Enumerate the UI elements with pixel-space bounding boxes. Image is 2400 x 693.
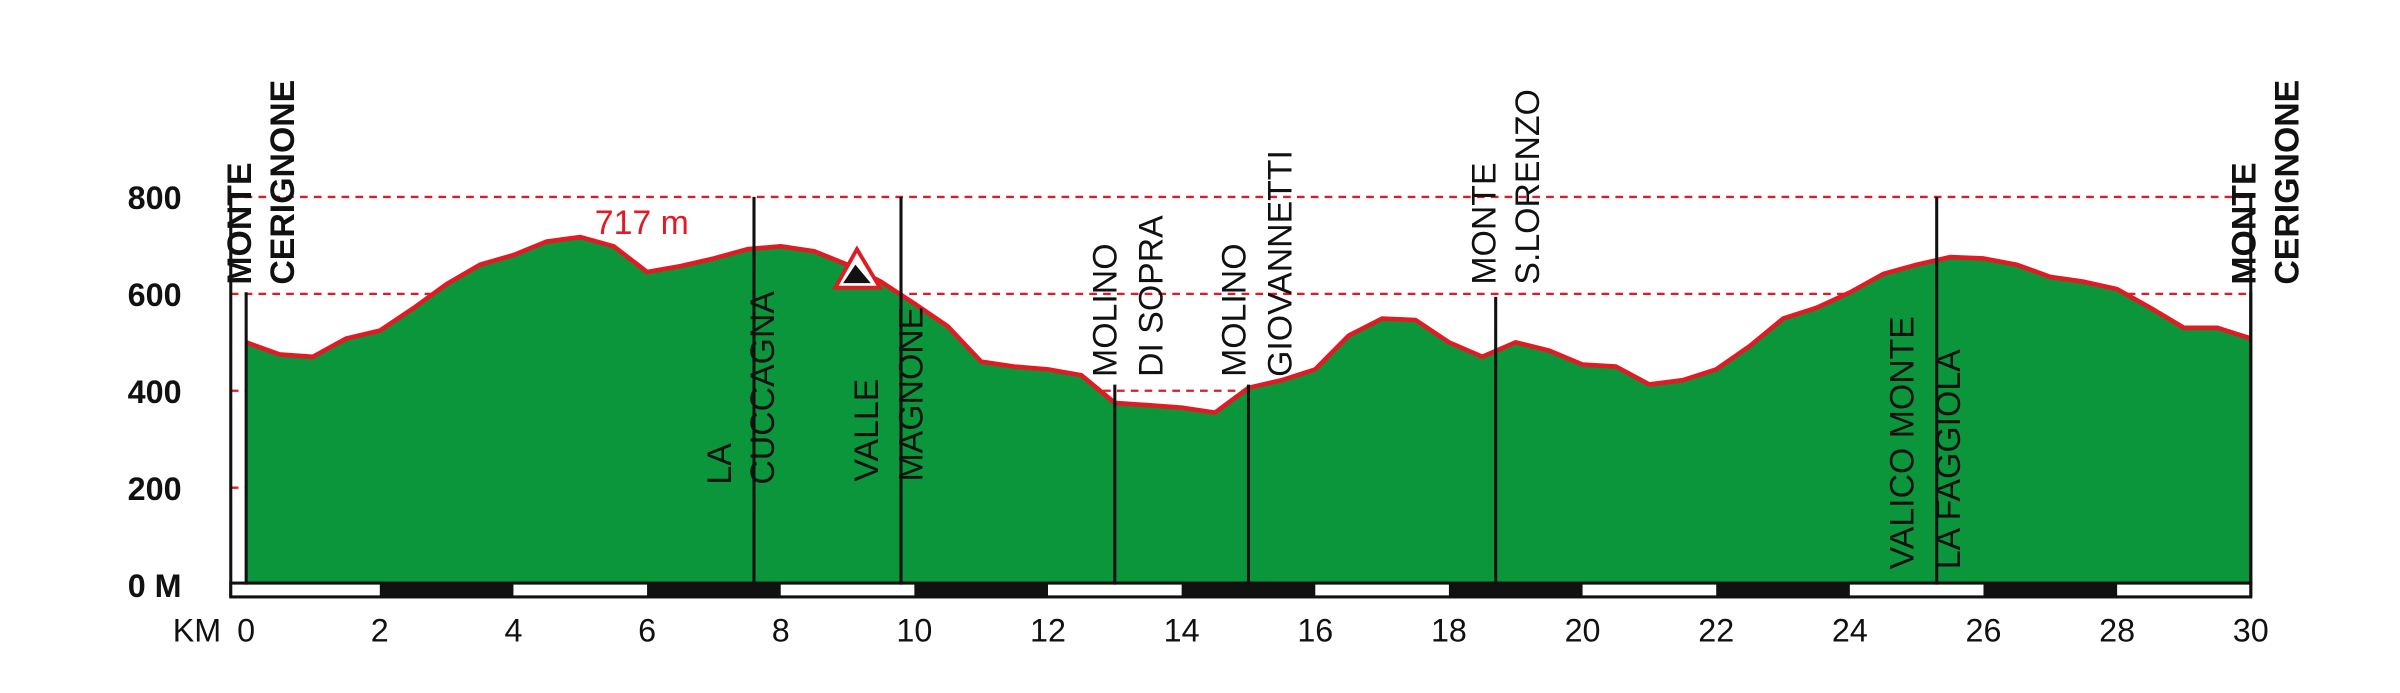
x-tick-label: 0 <box>237 613 255 649</box>
x-tick-label: 8 <box>772 613 790 649</box>
km-bar-segment <box>647 583 781 597</box>
x-tick-label: 2 <box>371 613 389 649</box>
x-tick-label: 14 <box>1164 613 1200 649</box>
summit-marker-inner <box>843 264 871 284</box>
waypoint-label: VALLE <box>848 379 886 482</box>
waypoint-label: MOLINO <box>1086 243 1124 376</box>
x-tick-label: 18 <box>1431 613 1467 649</box>
waypoint-label: LA FAGGIOLA <box>1930 349 1968 569</box>
waypoint-label: MONTE <box>2225 162 2263 284</box>
waypoint-label: MOLINO <box>1215 243 1253 376</box>
waypoint-label: VALICO MONTE <box>1884 316 1922 569</box>
x-tick-label: 30 <box>2233 613 2269 649</box>
waypoint-label: LA <box>701 443 739 485</box>
km-bar-segment <box>1716 583 1850 597</box>
x-tick-label: 22 <box>1698 613 1734 649</box>
x-tick-label: 10 <box>896 613 932 649</box>
waypoint-label: CERIGNONE <box>264 80 302 285</box>
y-tick-label: 600 <box>128 277 182 313</box>
x-tick-label: 20 <box>1565 613 1601 649</box>
km-bar-segment <box>1181 583 1316 597</box>
km-bar-segment <box>1448 583 1583 597</box>
km-bar-segment <box>1983 583 2118 597</box>
x-tick-label: 16 <box>1297 613 1333 649</box>
max-annotation: 717 m <box>595 204 689 242</box>
x-axis-label: KM <box>173 613 221 649</box>
y-tick-label: 0 M <box>128 568 182 604</box>
waypoint-label: MAGNONE <box>893 307 931 482</box>
waypoint-label: MONTE <box>1466 162 1504 284</box>
x-tick-label: 12 <box>1030 613 1066 649</box>
x-tick-label: 4 <box>504 613 522 649</box>
waypoint-label: CERIGNONE <box>2268 80 2306 285</box>
waypoint-label: DI SOPRA <box>1133 215 1171 377</box>
waypoint-label: GIOVANNETTI <box>1262 150 1300 377</box>
km-bar-segment <box>914 583 1048 597</box>
x-tick-label: 26 <box>1966 613 2002 649</box>
y-tick-label: 200 <box>128 471 182 507</box>
x-tick-label: 24 <box>1832 613 1868 649</box>
km-bar-segment <box>379 583 514 597</box>
waypoint-label: S.LORENZO <box>1509 89 1547 284</box>
y-tick-label: 800 <box>128 180 182 216</box>
x-tick-label: 6 <box>638 613 656 649</box>
waypoint-label: MONTE <box>221 162 259 284</box>
x-tick-label: 28 <box>2099 613 2135 649</box>
y-tick-label: 400 <box>128 374 182 410</box>
waypoint-label: CUCCAGNA <box>744 291 782 485</box>
